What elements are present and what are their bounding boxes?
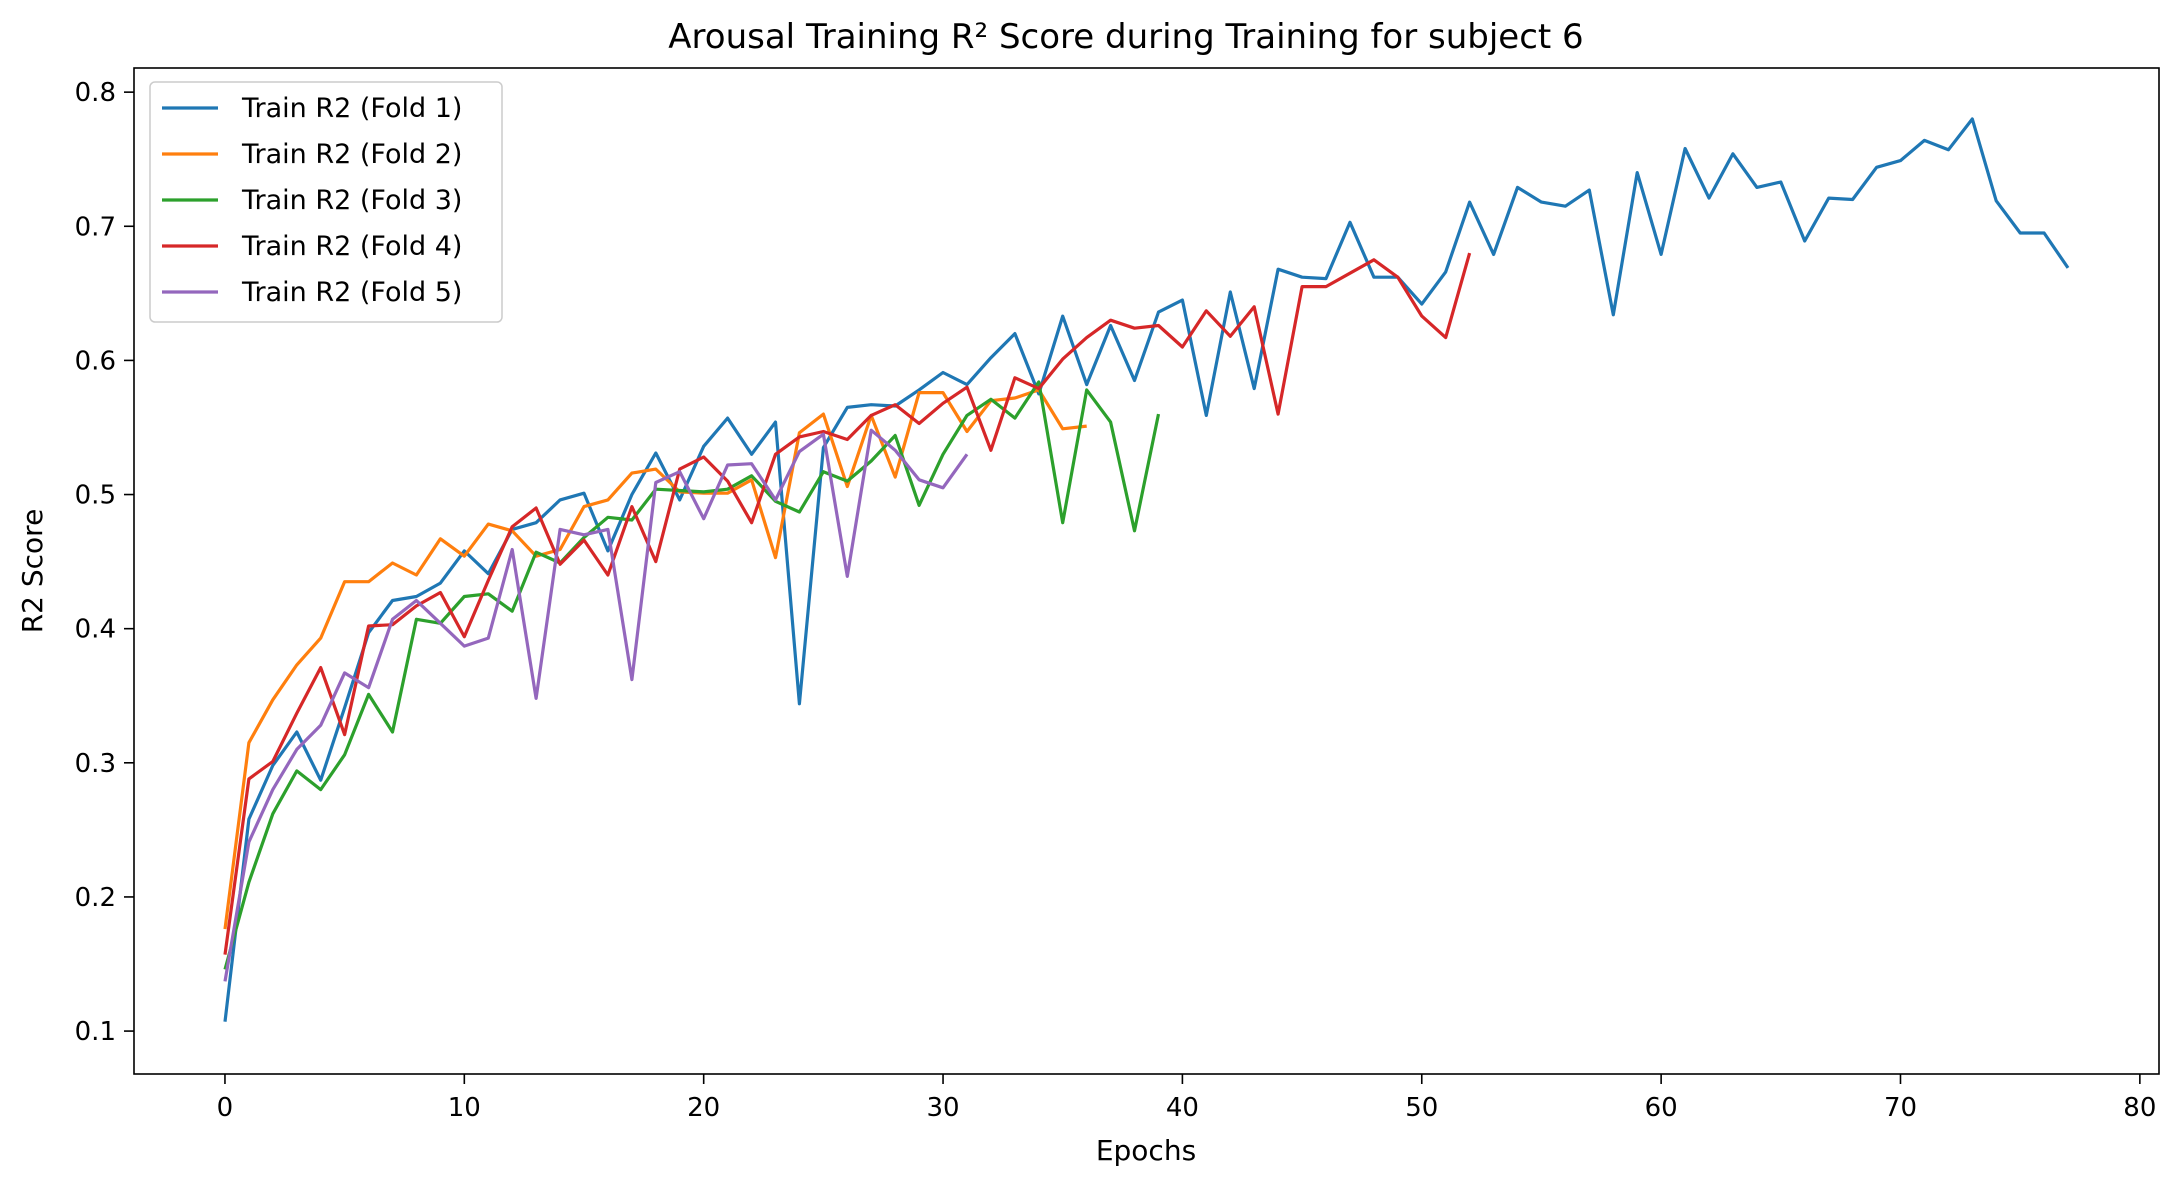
legend-label-fold-4: Train R2 (Fold 4) (241, 231, 462, 262)
series-line-fold-3 (223, 380, 1161, 970)
legend-label-fold-3: Train R2 (Fold 3) (241, 185, 462, 216)
series-line-fold-2 (223, 388, 1087, 930)
x-tick-label: 60 (1645, 1093, 1678, 1123)
legend-label-fold-2: Train R2 (Fold 2) (241, 139, 462, 170)
x-axis-ticks: 0 10 20 30 40 50 60 70 80 (217, 1074, 2156, 1123)
x-tick-label: 10 (448, 1093, 481, 1123)
legend-label-fold-1: Train R2 (Fold 1) (241, 93, 462, 124)
series-line-fold-5 (223, 428, 969, 982)
legend-label-fold-5: Train R2 (Fold 5) (241, 277, 462, 308)
legend-box (149, 81, 503, 323)
x-tick-label: 40 (1166, 1093, 1199, 1123)
y-axis-label: R2 Score (16, 509, 49, 634)
y-tick-label: 0.6 (75, 346, 116, 376)
chart-title: Arousal Training R² Score during Trainin… (668, 17, 1583, 57)
x-tick-label: 20 (687, 1093, 720, 1123)
x-tick-label: 70 (1884, 1093, 1917, 1123)
plot-frame (133, 67, 2160, 1075)
y-tick-label: 0.7 (75, 212, 116, 242)
y-tick-label: 0.3 (75, 749, 116, 779)
y-tick-label: 0.5 (75, 481, 116, 511)
series-line-fold-4 (223, 252, 1472, 955)
x-tick-label: 30 (926, 1093, 959, 1123)
y-axis-ticks: 0.1 0.2 0.3 0.4 0.5 0.6 0.7 0.8 (75, 78, 134, 1047)
x-tick-label: 80 (2123, 1093, 2156, 1123)
x-axis-label: Epochs (1096, 1134, 1196, 1167)
x-tick-label: 0 (217, 1093, 234, 1123)
y-tick-label: 0.2 (75, 883, 116, 913)
series-line-fold-1 (223, 117, 2070, 1022)
y-tick-label: 0.4 (75, 615, 116, 645)
legend: Train R2 (Fold 1) Train R2 (Fold 2) Train … (149, 81, 503, 323)
x-tick-label: 50 (1405, 1093, 1438, 1123)
y-tick-label: 0.1 (75, 1017, 116, 1047)
series-lines (223, 117, 2070, 1022)
y-tick-label: 0.8 (75, 78, 116, 108)
